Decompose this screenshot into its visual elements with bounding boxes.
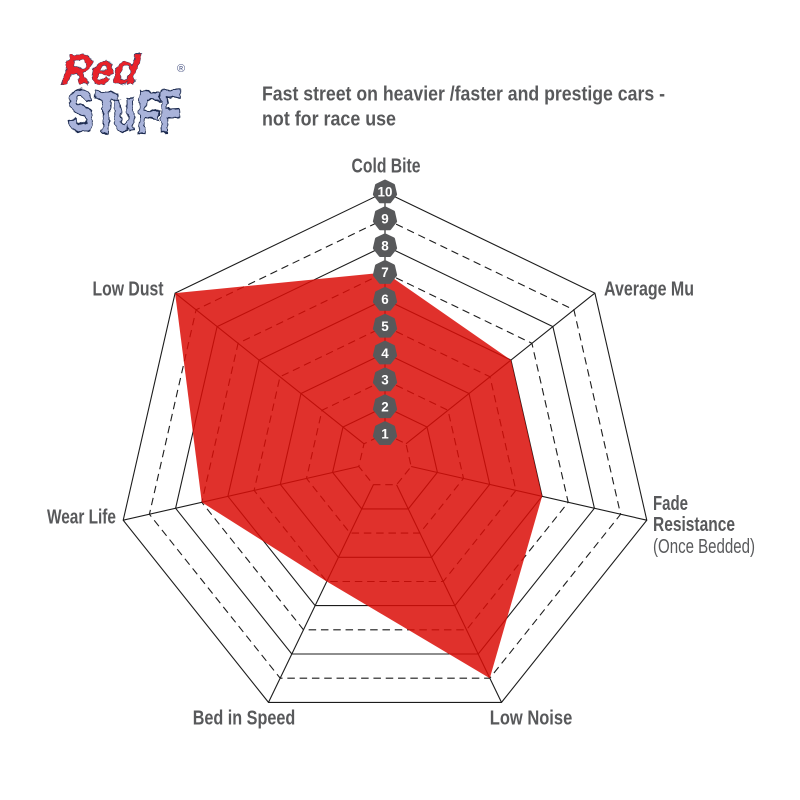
svg-text:6: 6 [381, 292, 388, 307]
svg-text:®: ® [177, 63, 185, 75]
svg-text:Red: Red [60, 46, 142, 93]
svg-text:10: 10 [378, 185, 393, 200]
svg-text:Bed in Speed: Bed in Speed [193, 708, 296, 730]
svg-text:8: 8 [381, 238, 389, 253]
svg-text:3: 3 [381, 373, 388, 388]
svg-text:Low Noise: Low Noise [490, 708, 573, 730]
svg-text:(Once Bedded): (Once Bedded) [653, 536, 755, 558]
svg-text:Low Dust: Low Dust [93, 278, 164, 300]
svg-text:STuFF: STuFF [66, 78, 182, 147]
svg-text:2: 2 [381, 400, 388, 415]
svg-text:7: 7 [381, 265, 388, 280]
svg-text:5: 5 [381, 319, 389, 334]
svg-text:not for race use: not for race use [262, 109, 396, 131]
svg-text:Wear Life: Wear Life [47, 507, 116, 529]
svg-text:Cold Bite: Cold Bite [352, 156, 421, 178]
svg-text:9: 9 [381, 212, 388, 227]
svg-text:Average Mu: Average Mu [604, 279, 694, 301]
svg-text:Fade: Fade [653, 493, 688, 515]
svg-text:Resistance: Resistance [653, 514, 735, 536]
svg-text:Fast street on heavier /faster: Fast street on heavier /faster and prest… [262, 84, 665, 106]
svg-text:1: 1 [381, 426, 389, 441]
svg-text:4: 4 [381, 346, 389, 361]
